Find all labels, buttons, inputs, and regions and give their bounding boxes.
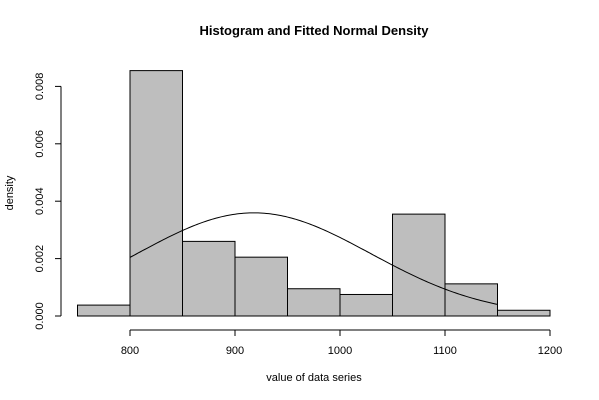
histogram-bars — [77, 70, 551, 317]
histogram-bar-2 — [129, 70, 183, 317]
x-tick-label-800: 800 — [121, 345, 139, 357]
x-tick-label-1200: 1200 — [538, 345, 562, 357]
x-axis: 800 900 1000 1100 1200 — [121, 329, 562, 357]
histogram-bar-9 — [497, 309, 551, 317]
chart-title: Histogram and Fitted Normal Density — [200, 23, 430, 38]
y-tick-label-2: 0.004 — [34, 187, 46, 215]
y-tick-label-4: 0.008 — [34, 73, 46, 101]
histogram-bar-5 — [287, 288, 341, 317]
x-tick-label-1100: 1100 — [433, 345, 457, 357]
histogram-bar-4 — [234, 256, 288, 317]
y-tick-label-0: 0.000 — [34, 302, 46, 330]
histogram-bar-8 — [444, 283, 498, 317]
histogram-bar-6 — [339, 293, 393, 317]
y-tick-label-3: 0.006 — [34, 130, 46, 158]
histogram-bar-3 — [182, 240, 236, 317]
x-tick-label-1000: 1000 — [328, 345, 352, 357]
y-axis: 0.000 0.002 0.004 0.006 0.008 — [34, 73, 62, 330]
x-axis-label: value of data series — [266, 372, 362, 384]
histogram-bar-7 — [392, 213, 446, 317]
fitted-normal-density-curve — [129, 212, 498, 305]
y-tick-label-1: 0.002 — [34, 245, 46, 273]
histogram-bar-1 — [77, 304, 131, 317]
y-axis-label: density — [4, 175, 16, 210]
x-tick-label-900: 900 — [226, 345, 244, 357]
